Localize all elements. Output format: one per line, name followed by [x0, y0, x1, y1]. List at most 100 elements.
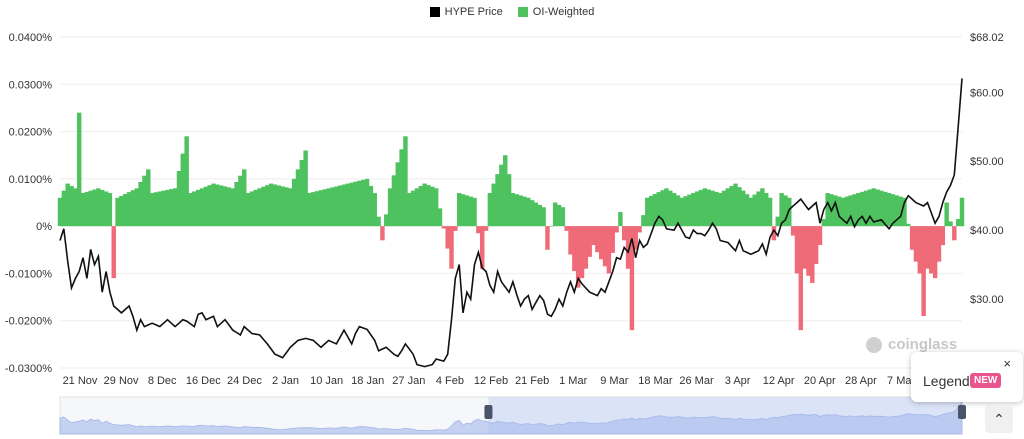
- navigator-handle[interactable]: [484, 405, 493, 419]
- funding-bar: [687, 194, 692, 227]
- funding-bar: [218, 185, 224, 227]
- funding-bar: [245, 193, 251, 227]
- funding-bar: [526, 197, 531, 227]
- funding-bar: [871, 188, 876, 227]
- funding-bar: [303, 150, 308, 227]
- funding-bar: [138, 182, 143, 227]
- funding-bar: [184, 136, 189, 227]
- funding-bar: [836, 196, 842, 227]
- x-tick: 10 Jan: [310, 375, 343, 387]
- funding-bar: [195, 189, 201, 227]
- legend-swatch-oi: [517, 7, 528, 17]
- navigator-selection: [488, 397, 962, 434]
- x-tick: 3 Apr: [725, 375, 751, 387]
- funding-bar: [291, 178, 297, 227]
- funding-bar: [913, 226, 919, 262]
- funding-bar: [111, 226, 116, 279]
- funding-bar: [207, 185, 212, 227]
- funding-bar: [744, 194, 750, 227]
- funding-bar: [172, 188, 178, 227]
- funding-bar: [952, 226, 957, 241]
- funding-bar: [698, 189, 704, 227]
- funding-bar: [625, 226, 631, 269]
- x-tick: 2 Jan: [272, 375, 299, 387]
- funding-bar: [357, 180, 362, 227]
- funding-bar: [602, 226, 608, 267]
- funding-bar: [326, 188, 331, 227]
- funding-bar: [771, 226, 777, 241]
- legend-item-price[interactable]: HYPE Price: [429, 6, 503, 18]
- legend-popup[interactable]: Legend NEW ×: [911, 352, 1023, 402]
- legend-swatch-price: [429, 7, 440, 17]
- funding-bar: [798, 226, 804, 331]
- funding-bar: [280, 186, 285, 227]
- x-tick: 26 Mar: [679, 375, 714, 387]
- funding-bar: [790, 226, 796, 236]
- funding-bar: [802, 226, 807, 269]
- funding-bar: [433, 188, 439, 227]
- funding-bar: [211, 183, 216, 227]
- funding-bar: [437, 208, 443, 227]
- coinglass-logo-icon: [866, 336, 882, 353]
- funding-bar: [879, 190, 884, 227]
- funding-bar: [414, 188, 420, 227]
- funding-bar: [852, 194, 857, 227]
- legend-item-oi[interactable]: OI-Weighted: [517, 6, 594, 18]
- coinglass-watermark: coinglass: [866, 336, 957, 353]
- funding-bar: [476, 226, 481, 234]
- funding-bar: [729, 185, 734, 227]
- funding-bar: [92, 189, 97, 227]
- funding-bar: [407, 193, 412, 227]
- funding-bar: [522, 196, 527, 227]
- funding-bar: [372, 193, 377, 227]
- funding-bar: [176, 170, 182, 227]
- funding-bar: [341, 184, 347, 227]
- funding-bar: [234, 182, 239, 227]
- funding-bar: [622, 226, 627, 241]
- funding-bar: [76, 112, 82, 227]
- funding-bar: [641, 215, 646, 227]
- funding-bar: [817, 226, 823, 246]
- funding-bar: [146, 169, 151, 227]
- funding-bar: [940, 226, 946, 246]
- funding-bar: [833, 195, 838, 227]
- funding-bar: [541, 207, 546, 227]
- x-tick: 12 Apr: [763, 375, 795, 387]
- x-tick: 21 Feb: [515, 375, 549, 387]
- funding-bar: [88, 190, 93, 227]
- funding-bar: [787, 197, 792, 227]
- funding-bar: [767, 197, 773, 227]
- funding-bar: [65, 183, 70, 227]
- funding-bar: [944, 202, 949, 227]
- funding-bar: [483, 226, 489, 231]
- funding-bar: [764, 193, 769, 227]
- funding-bar: [756, 191, 761, 227]
- scroll-top-button[interactable]: ⌃: [985, 405, 1013, 433]
- funding-bar: [813, 226, 819, 264]
- funding-bar: [906, 223, 911, 227]
- funding-bar: [364, 178, 370, 227]
- funding-bar: [376, 216, 381, 227]
- funding-bar: [215, 184, 220, 227]
- funding-bar: [733, 183, 738, 227]
- funding-bar: [103, 191, 109, 227]
- funding-bar: [253, 189, 258, 227]
- navigator-handle[interactable]: [958, 405, 966, 419]
- funding-bar: [295, 169, 301, 227]
- funding-bar: [119, 195, 124, 227]
- funding-bar: [652, 193, 658, 227]
- funding-bar: [921, 226, 926, 316]
- funding-bar: [276, 185, 282, 227]
- funding-bar: [706, 189, 711, 227]
- funding-bar: [902, 197, 907, 227]
- x-tick: 9 Mar: [600, 375, 628, 387]
- funding-bar: [959, 197, 965, 227]
- funding-bar: [894, 195, 899, 227]
- funding-bar: [449, 226, 454, 269]
- close-icon[interactable]: ×: [1003, 356, 1011, 371]
- funding-bar: [886, 193, 892, 227]
- funding-bar: [779, 193, 784, 227]
- funding-bar: [311, 192, 316, 227]
- funding-bar: [579, 226, 585, 279]
- funding-bar: [583, 226, 589, 269]
